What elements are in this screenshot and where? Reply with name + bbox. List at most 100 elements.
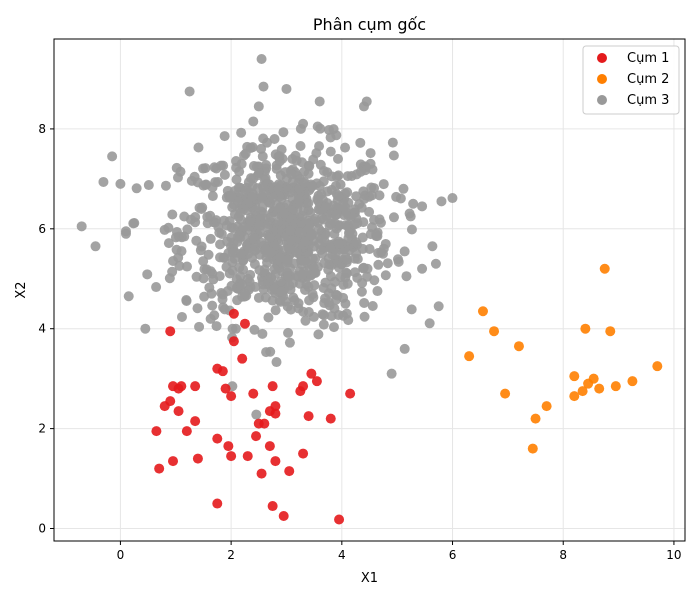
data-point-cum-1	[256, 468, 267, 479]
data-point-cum-3	[163, 222, 174, 233]
data-point-cum-3	[258, 81, 269, 92]
y-tick-label: 8	[38, 122, 46, 136]
data-point-cum-2	[489, 326, 500, 337]
data-point-cum-3	[355, 137, 366, 148]
data-point-cum-1	[212, 498, 223, 509]
data-point-cum-3	[171, 162, 182, 173]
data-point-cum-3	[286, 169, 297, 180]
data-point-cum-3	[373, 259, 384, 270]
data-point-cum-3	[313, 190, 324, 201]
data-point-cum-3	[341, 254, 352, 265]
data-point-cum-3	[424, 318, 435, 329]
data-point-cum-3	[356, 286, 367, 297]
data-point-cum-3	[359, 311, 370, 322]
data-point-cum-3	[338, 279, 349, 290]
data-point-cum-2	[541, 401, 552, 412]
data-point-cum-2	[527, 443, 538, 454]
data-point-cum-3	[375, 217, 386, 228]
data-point-cum-3	[329, 229, 340, 240]
data-point-cum-3	[262, 222, 273, 233]
data-point-cum-3	[387, 137, 398, 148]
data-point-cum-3	[358, 101, 369, 112]
data-point-cum-3	[271, 163, 282, 174]
data-point-cum-3	[205, 233, 216, 244]
data-point-cum-1	[228, 308, 239, 319]
data-point-cum-3	[377, 248, 388, 259]
data-point-cum-3	[342, 171, 353, 182]
data-point-cum-3	[232, 196, 243, 207]
data-point-cum-3	[417, 263, 428, 274]
data-point-cum-3	[171, 226, 182, 237]
data-point-cum-3	[279, 208, 290, 219]
data-point-cum-2	[513, 341, 524, 352]
data-point-cum-3	[314, 181, 325, 192]
data-point-cum-3	[295, 140, 306, 151]
legend-marker-cum-1	[597, 53, 607, 63]
data-point-cum-3	[249, 324, 260, 335]
data-point-cum-1	[239, 318, 250, 329]
data-point-cum-3	[205, 210, 216, 221]
y-tick-label: 4	[38, 322, 46, 336]
data-point-cum-3	[253, 101, 264, 112]
data-point-cum-2	[580, 323, 591, 334]
data-point-cum-3	[341, 267, 352, 278]
data-point-cum-3	[238, 222, 249, 233]
data-point-cum-3	[285, 235, 296, 246]
data-point-cum-3	[197, 202, 208, 213]
y-axis-label: X2	[14, 281, 29, 298]
data-point-cum-3	[335, 179, 346, 190]
data-point-cum-3	[372, 231, 383, 242]
data-point-cum-3	[328, 322, 339, 333]
data-point-cum-1	[298, 448, 309, 459]
data-point-cum-3	[350, 237, 361, 248]
data-point-cum-3	[358, 262, 369, 273]
data-point-cum-3	[326, 310, 337, 321]
data-point-cum-3	[395, 193, 406, 204]
data-point-cum-3	[366, 182, 377, 193]
data-point-cum-3	[258, 133, 269, 144]
legend: Cụm 1 Cụm 2 Cụm 3	[582, 45, 680, 115]
data-point-cum-3	[291, 155, 302, 166]
data-point-cum-3	[248, 116, 259, 127]
data-point-cum-3	[312, 262, 323, 273]
data-point-cum-1	[270, 456, 281, 467]
data-point-cum-1	[270, 408, 281, 419]
legend-label-cum-2: Cụm 2	[627, 72, 669, 87]
data-point-cum-2	[500, 388, 511, 399]
data-point-cum-3	[398, 183, 409, 194]
data-point-cum-3	[355, 166, 366, 177]
data-point-cum-1	[165, 396, 176, 407]
data-point-cum-3	[230, 323, 241, 334]
data-point-cum-3	[239, 150, 250, 161]
data-point-cum-3	[98, 176, 109, 187]
data-point-cum-1	[228, 336, 239, 347]
data-point-cum-3	[176, 311, 187, 322]
data-point-cum-2	[569, 371, 580, 382]
data-point-cum-3	[330, 249, 341, 260]
data-point-cum-3	[372, 286, 383, 297]
data-point-cum-3	[264, 232, 275, 243]
data-point-cum-3	[259, 264, 270, 275]
data-point-cum-3	[273, 179, 284, 190]
data-point-cum-1	[267, 381, 278, 392]
data-point-cum-2	[577, 386, 588, 397]
data-point-cum-3	[115, 178, 126, 189]
data-point-cum-3	[382, 258, 393, 269]
data-point-cum-3	[338, 310, 349, 321]
data-point-cum-3	[386, 368, 397, 379]
data-point-cum-3	[318, 165, 329, 176]
data-point-cum-3	[282, 301, 293, 312]
data-point-cum-3	[447, 193, 458, 204]
data-point-cum-3	[265, 212, 276, 223]
data-point-cum-3	[299, 176, 310, 187]
data-point-cum-3	[399, 343, 410, 354]
data-point-cum-3	[294, 227, 305, 238]
data-point-cum-3	[227, 257, 238, 268]
data-point-cum-3	[219, 131, 230, 142]
data-point-cum-3	[275, 252, 286, 263]
data-point-cum-3	[359, 297, 370, 308]
data-point-cum-3	[325, 132, 336, 143]
data-point-cum-1	[192, 453, 203, 464]
data-point-cum-1	[154, 463, 165, 474]
